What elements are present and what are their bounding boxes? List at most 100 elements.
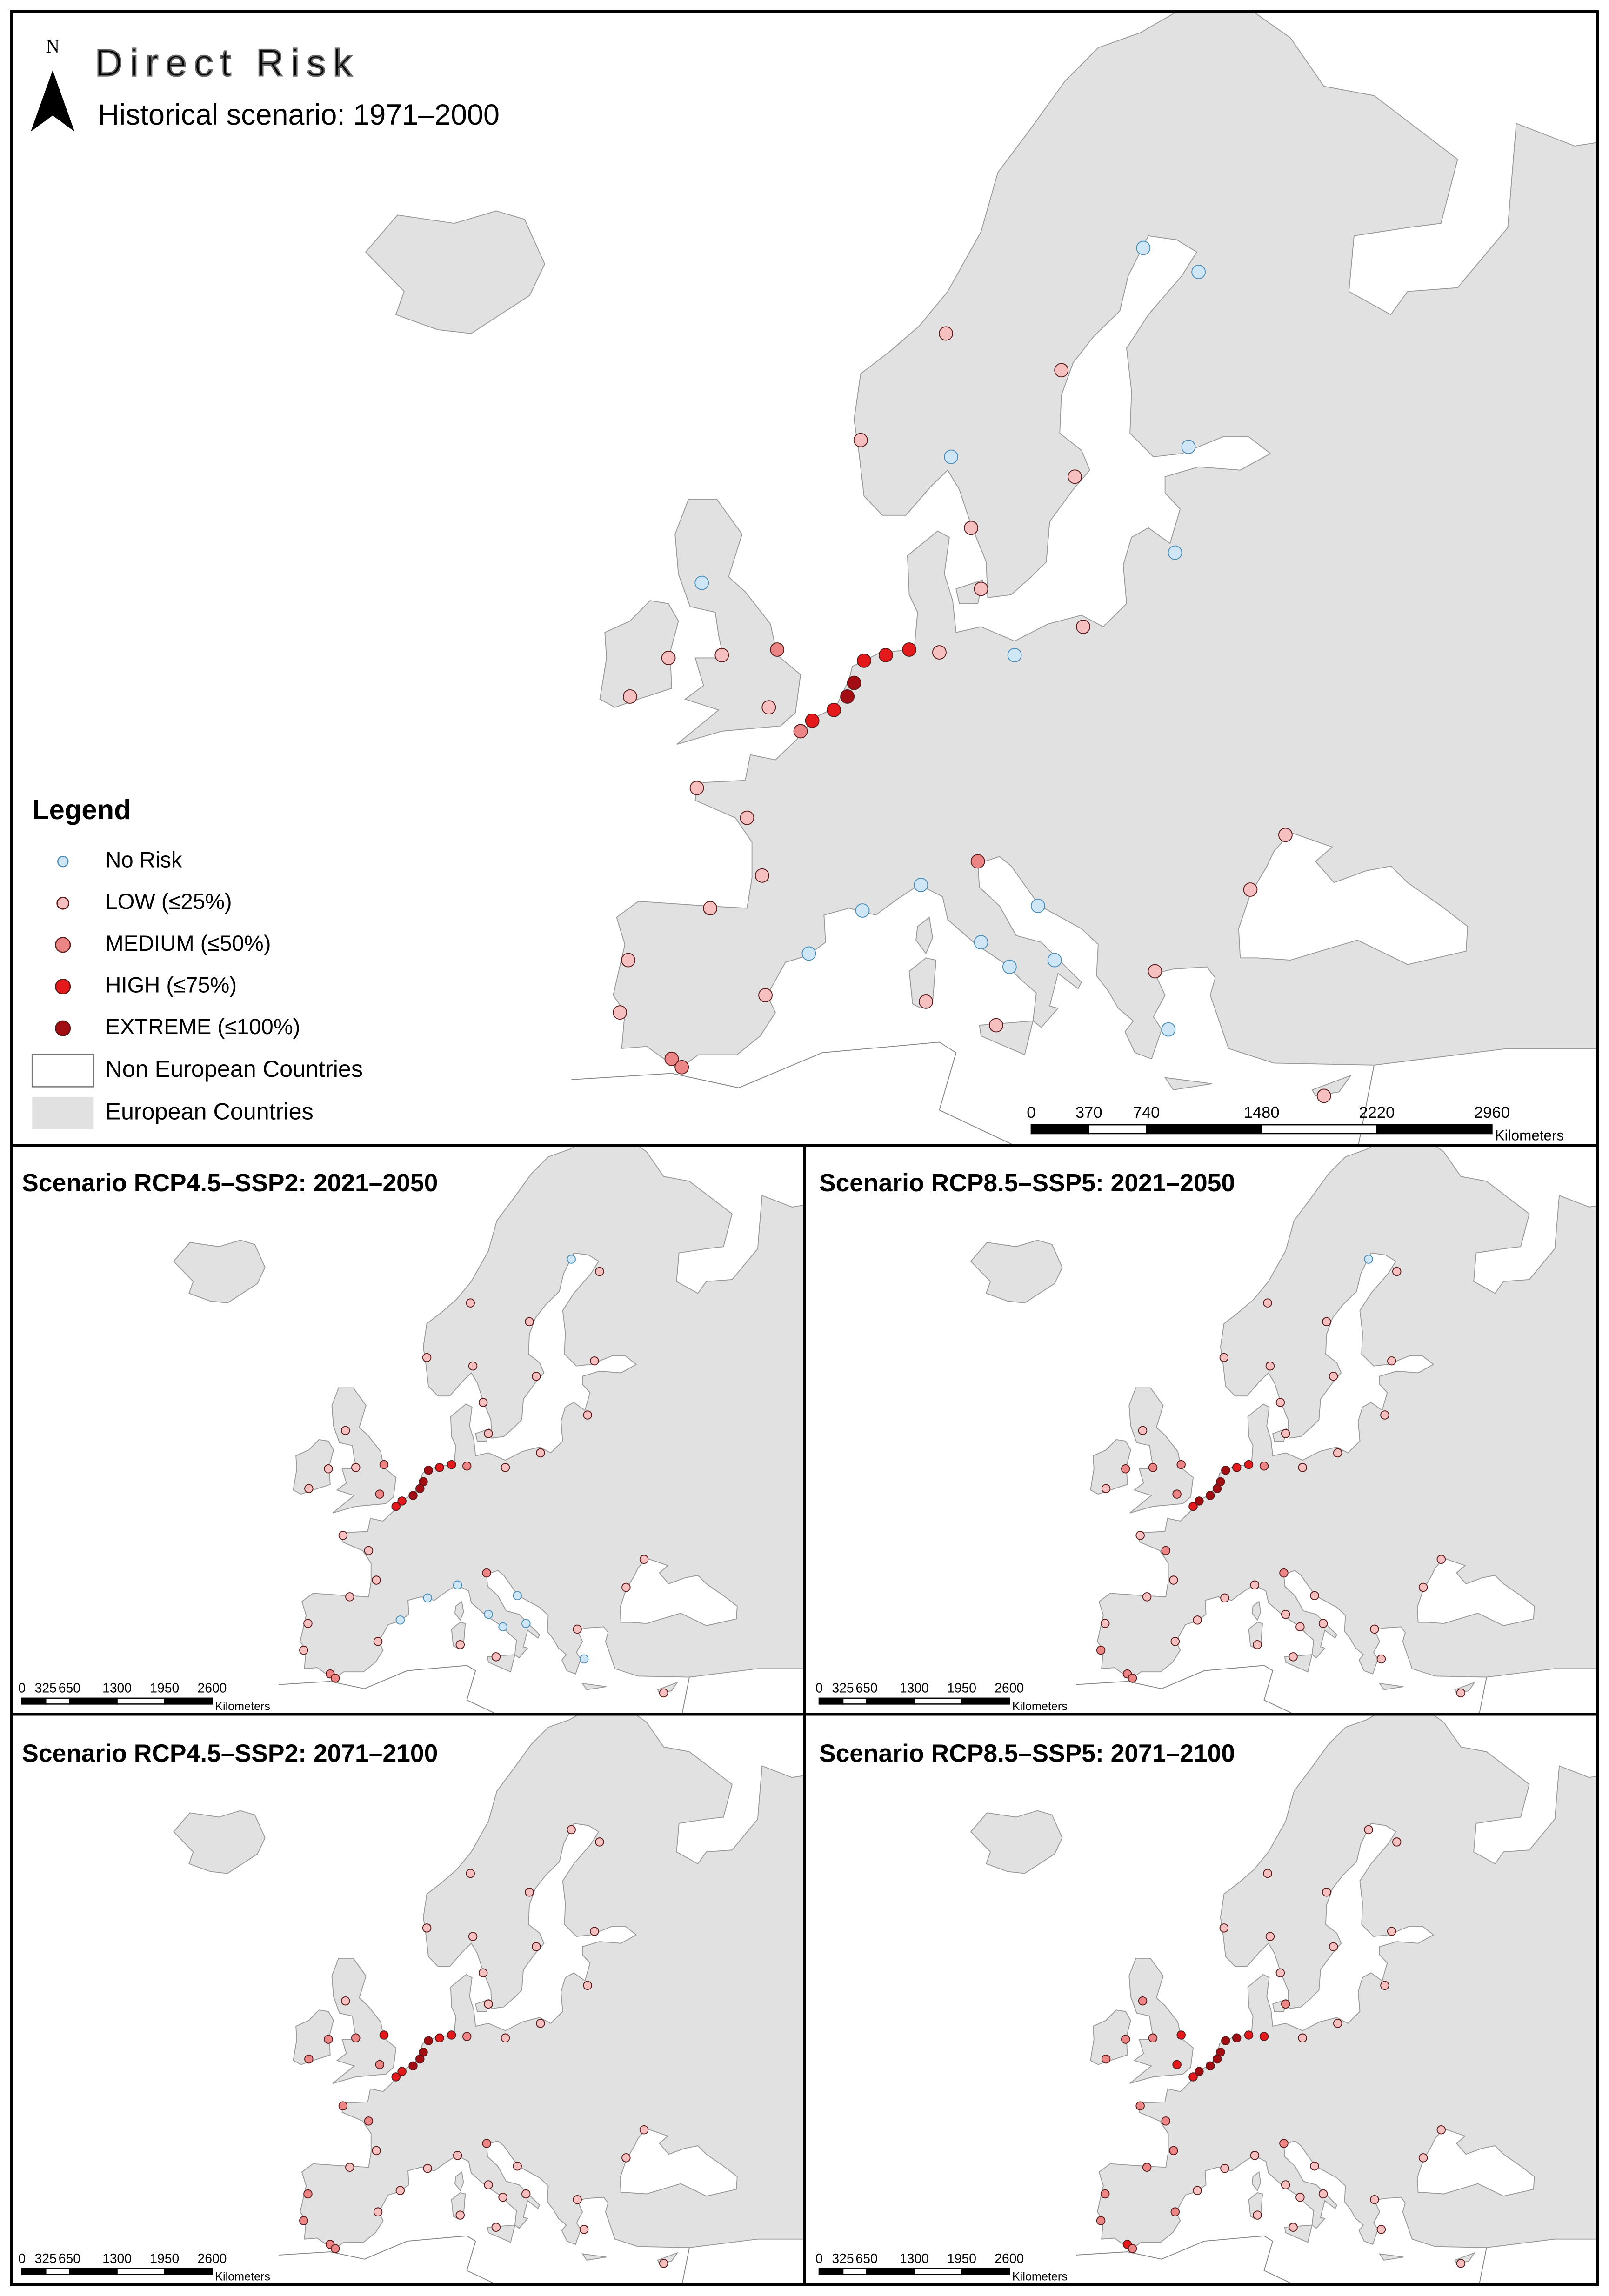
- north-africa-coast: [279, 1665, 690, 1713]
- site-marker: [595, 1837, 604, 1847]
- site-marker: [1121, 2035, 1130, 2044]
- site-marker: [345, 1592, 354, 1602]
- north-africa-coast: [1076, 1665, 1487, 1713]
- scale-tick-label: 1950: [150, 2251, 179, 2266]
- site-marker: [1322, 1888, 1331, 1897]
- site-marker: [395, 1615, 405, 1625]
- scale-tick-label: 325: [832, 1680, 854, 1695]
- country-land: [173, 1810, 266, 1874]
- legend-label: HIGH (≤75%): [105, 972, 237, 997]
- site-marker: [714, 648, 729, 662]
- site-marker: [455, 2210, 465, 2220]
- country-land: [293, 1439, 334, 1495]
- site-marker: [914, 878, 928, 892]
- site-marker: [689, 781, 704, 795]
- site-marker: [770, 642, 785, 657]
- site-marker: [1392, 1267, 1402, 1276]
- site-marker: [1128, 1673, 1137, 1683]
- site-marker: [1244, 1460, 1254, 1469]
- scale-unit: Kilometers: [215, 1700, 270, 1713]
- scale-segment: [842, 1697, 868, 1705]
- site-marker: [1333, 1448, 1342, 1458]
- legend-label: No Risk: [105, 848, 182, 872]
- country-land: [365, 210, 546, 334]
- site-marker: [659, 1688, 668, 1698]
- site-marker: [827, 702, 841, 717]
- site-marker: [513, 2162, 522, 2171]
- site-marker: [340, 1426, 350, 1435]
- site-marker: [304, 1484, 314, 1493]
- site-marker: [1148, 2033, 1158, 2043]
- site-marker: [1007, 648, 1022, 662]
- site-marker: [703, 901, 718, 915]
- scale-segment: [842, 2268, 868, 2276]
- scale-tick-label: 650: [856, 2251, 878, 2266]
- site-marker: [1298, 1463, 1307, 1472]
- scale-tick-label: 325: [35, 1680, 57, 1695]
- country-land: [293, 2009, 334, 2065]
- legend-label: European Countries: [105, 1098, 313, 1124]
- site-marker: [801, 946, 816, 961]
- site-marker: [338, 1531, 348, 1540]
- site-marker: [1295, 1622, 1305, 1632]
- site-marker: [466, 1298, 475, 1308]
- site-marker: [1100, 1619, 1110, 1628]
- site-marker: [498, 1622, 507, 1632]
- site-marker: [664, 1051, 679, 1066]
- site-marker: [478, 1398, 488, 1407]
- site-marker: [1380, 1410, 1389, 1420]
- site-marker: [1259, 1462, 1269, 1471]
- site-marker: [1176, 2030, 1186, 2040]
- site-marker: [1322, 1317, 1331, 1327]
- scale-segment: [914, 1697, 962, 1705]
- site-marker: [793, 724, 808, 739]
- site-marker: [375, 2060, 385, 2069]
- legend-symbol: [56, 896, 70, 910]
- scale-tick-label: 2600: [995, 1680, 1024, 1695]
- site-marker: [1193, 2186, 1202, 2196]
- site-marker: [1281, 1609, 1290, 1619]
- scale-tick-label: 325: [832, 2251, 854, 2266]
- site-marker: [1392, 1837, 1402, 1847]
- country-land: [173, 1240, 266, 1304]
- site-marker: [364, 2116, 374, 2126]
- site-marker: [1101, 1484, 1111, 1493]
- site-marker: [567, 1255, 576, 1264]
- site-marker: [525, 1888, 534, 1897]
- site-marker: [1176, 1460, 1186, 1469]
- scale-segment: [45, 1697, 70, 1705]
- site-marker: [939, 326, 953, 341]
- site-marker: [1195, 2067, 1204, 2076]
- site-marker: [1456, 1688, 1466, 1698]
- site-marker: [532, 1942, 541, 1951]
- site-marker: [989, 1018, 1003, 1033]
- legend-label: EXTREME (≤100%): [105, 1014, 300, 1039]
- scale-segment: [69, 1697, 118, 1705]
- site-marker: [424, 2036, 433, 2046]
- scale-tick-label: 1950: [947, 2251, 976, 2266]
- scale-segment: [69, 2268, 118, 2276]
- site-marker: [1295, 2192, 1305, 2202]
- site-marker: [595, 1267, 604, 1276]
- site-marker: [1263, 1298, 1272, 1308]
- site-marker: [1281, 1999, 1290, 2009]
- site-marker: [1101, 2054, 1111, 2064]
- country-land: [1090, 2009, 1131, 2065]
- site-marker: [974, 935, 988, 950]
- site-marker: [1364, 1825, 1373, 1835]
- black-sea: [1238, 832, 1469, 965]
- site-marker: [324, 2035, 333, 2044]
- site-marker: [1364, 1255, 1373, 1264]
- scale-segment: [45, 2268, 70, 2276]
- site-marker: [422, 1923, 432, 1933]
- site-marker: [1310, 1591, 1319, 1601]
- site-marker: [1172, 1489, 1182, 1499]
- map-panel: [970, 1147, 1596, 1713]
- site-marker: [1138, 1996, 1148, 2006]
- scale-segment: [164, 2268, 213, 2276]
- north-africa-coast: [1076, 2235, 1487, 2283]
- site-marker: [372, 1575, 381, 1585]
- site-marker: [1096, 2216, 1106, 2225]
- site-marker: [1076, 620, 1090, 634]
- map-panel: [970, 1715, 1596, 2283]
